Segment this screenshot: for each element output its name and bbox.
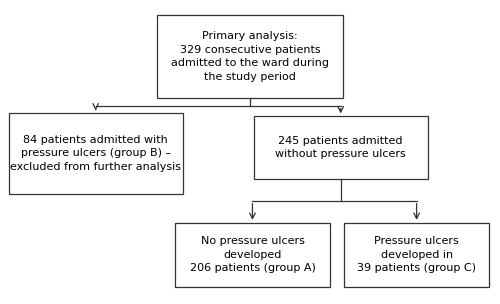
FancyBboxPatch shape xyxy=(176,223,330,287)
Text: No pressure ulcers
developed
206 patients (group A): No pressure ulcers developed 206 patient… xyxy=(190,236,316,273)
FancyBboxPatch shape xyxy=(157,15,343,98)
FancyBboxPatch shape xyxy=(254,116,428,179)
Text: 84 patients admitted with
pressure ulcers (group B) –
excluded from further anal: 84 patients admitted with pressure ulcer… xyxy=(10,135,181,172)
Text: 245 patients admitted
without pressure ulcers: 245 patients admitted without pressure u… xyxy=(276,136,406,159)
Text: Primary analysis:
329 consecutive patients
admitted to the ward during
the study: Primary analysis: 329 consecutive patien… xyxy=(171,31,329,82)
FancyBboxPatch shape xyxy=(8,113,182,194)
FancyBboxPatch shape xyxy=(344,223,489,287)
Text: Pressure ulcers
developed in
39 patients (group C): Pressure ulcers developed in 39 patients… xyxy=(357,236,476,273)
